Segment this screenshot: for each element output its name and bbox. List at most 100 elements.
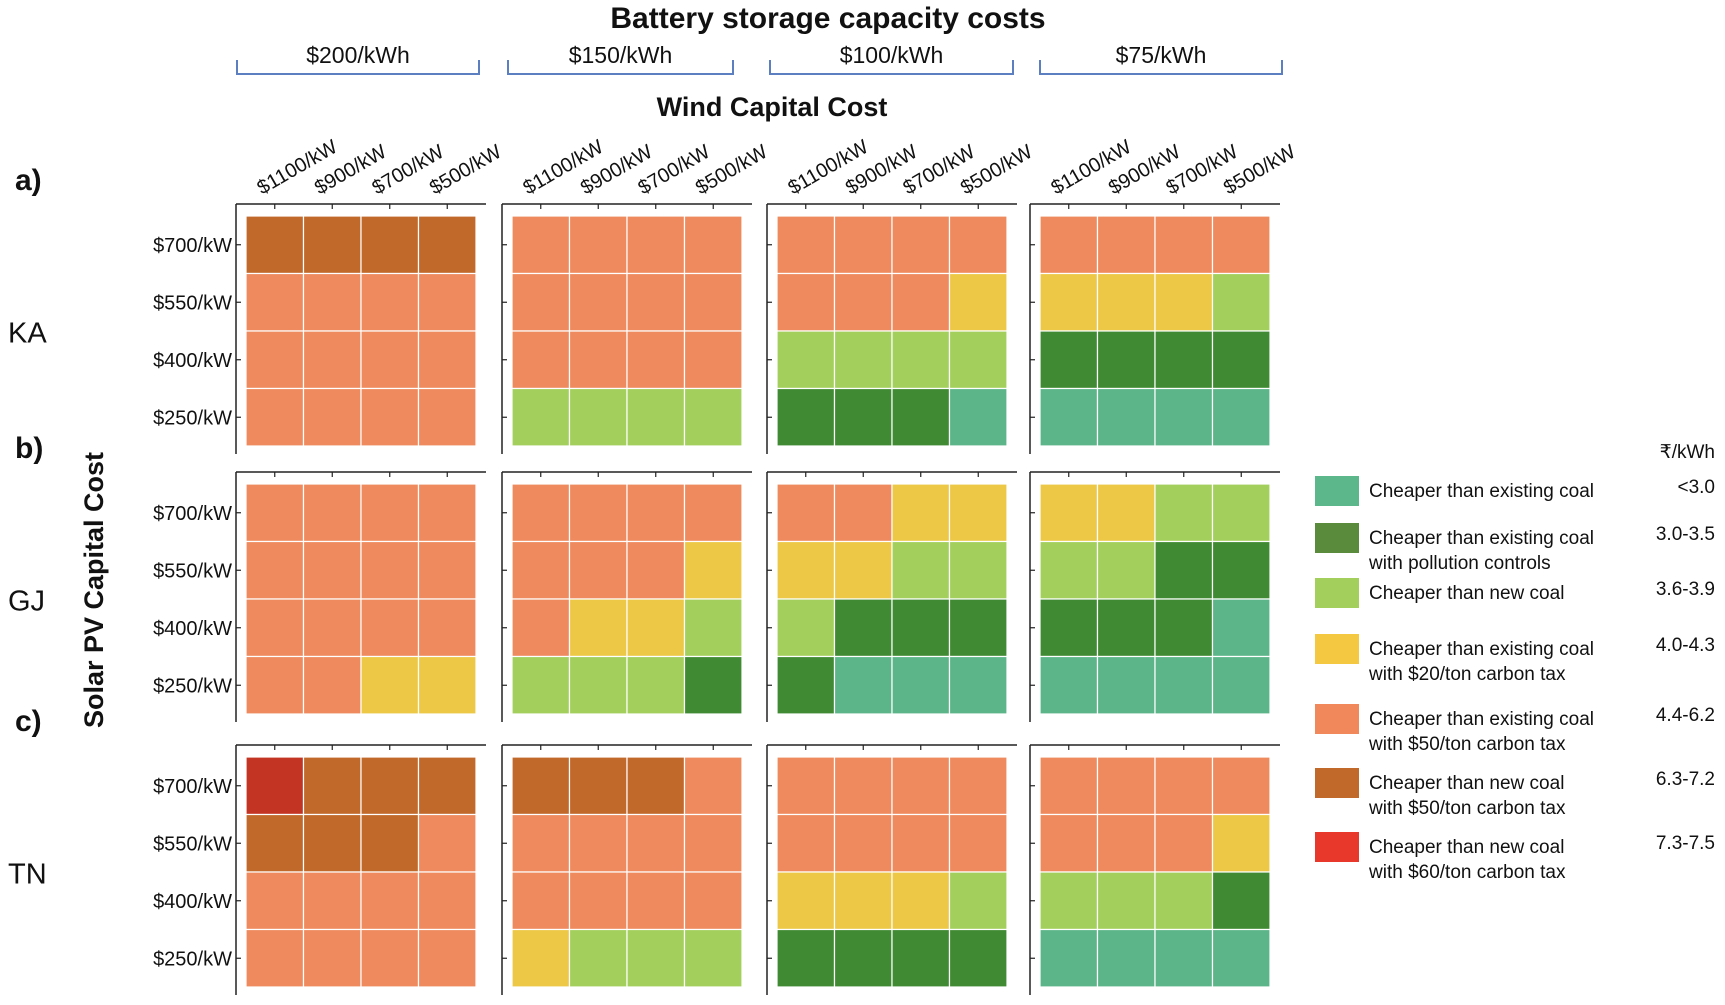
heatmap-cell [1039,387,1099,447]
legend-swatch [1315,768,1359,798]
heatmap-cell [417,813,477,873]
heatmap-cell [1096,756,1156,816]
heatmap-cell [1154,215,1214,275]
bracket-100-kwh [769,60,1014,75]
legend-label: Cheaper than new coal [1369,837,1564,858]
heatmap-cell [891,598,951,658]
panel-gj: b) GJ $700/kW $550/kW $400/kW $250/kW [8,432,1280,722]
legend-item-4-0-4-3: Cheaper than existing coal with $20/ton c… [1315,634,1715,685]
heatmap-cell [948,330,1008,390]
legend-label: with $50/ton carbon tax [1368,798,1566,819]
heatmap-cell [891,813,951,873]
heatmap-cell [245,387,305,447]
heatmap-cell [568,540,628,600]
heatmap-cell [511,598,571,658]
solar-cost-tick-label: $400/kW [153,891,232,913]
legend-item-3-6-3-9: Cheaper than new coal 3.6-3.9 [1315,578,1715,608]
heatmap-cell [948,598,1008,658]
heatmap-cell [245,655,305,715]
heatmap-cell [1096,215,1156,275]
heatmap-cell [948,756,1008,816]
heatmap-cell [417,272,477,332]
heatmap-cell [626,215,686,275]
heatmap-cell [833,756,893,816]
wind-cost-tick-labels: $1100/kW$900/kW$700/kW$500/kW $1100/kW$90… [254,136,1300,199]
heatmap-cell [511,387,571,447]
heatmap-cell [1039,330,1099,390]
heatmap-cell [776,756,836,816]
battery-cost-label: $75/kWh [1116,42,1207,68]
heatmap-block-200-kwh [235,744,486,995]
heatmap-cell [417,540,477,600]
heatmap-cell [683,756,743,816]
heatmap-cell [245,483,305,543]
legend-range: 3.6-3.9 [1656,579,1715,600]
heatmap-cell [245,813,305,873]
heatmap-cell [833,655,893,715]
heatmap-cell [776,387,836,447]
heatmap-cell [891,928,951,988]
heatmap-cell [1211,756,1271,816]
heatmap-cell [1211,215,1271,275]
heatmap-cell [417,871,477,931]
heatmap-cell [245,756,305,816]
heatmap-cell [417,330,477,390]
heatmap-cell [1211,871,1271,931]
heatmap-cell [568,272,628,332]
heatmap-block-100-kwh [766,203,1017,454]
heatmap-cell [511,655,571,715]
heatmap-block-75-kwh [1029,471,1280,722]
heatmap-cell [568,756,628,816]
heatmap-cell [833,483,893,543]
heatmap-cell [1096,655,1156,715]
heatmap-cell [626,540,686,600]
legend-range: 6.3-7.2 [1656,769,1715,790]
heatmap-cell [417,756,477,816]
heatmap-cell [417,655,477,715]
heatmap-cell [568,928,628,988]
heatmap-cell [245,215,305,275]
heatmap-cell [1211,330,1271,390]
heatmap-cell [891,483,951,543]
heatmap-cell [1039,540,1099,600]
legend-swatch [1315,578,1359,608]
heatmap-cell [511,540,571,600]
heatmap-cell [568,871,628,931]
legend-item-3-0: Cheaper than existing coal <3.0 [1315,476,1715,506]
legend-item-3-0-3-5: Cheaper than existing coal with pollution… [1315,523,1715,574]
heatmap-cell [1154,598,1214,658]
panel-letter: b) [15,432,43,465]
heatmap-cell [568,330,628,390]
heatmap-cell [568,387,628,447]
heatmap-cell [511,483,571,543]
heatmap-cell [776,871,836,931]
legend-label: Cheaper than existing coal [1369,639,1594,660]
heatmap-cell [683,655,743,715]
heatmap-cell [833,387,893,447]
legend-label: Cheaper than existing coal [1369,481,1594,502]
heatmap-cell [1039,655,1099,715]
heatmap-cell [891,756,951,816]
legend-range: 4.0-4.3 [1656,635,1715,656]
heatmap-cell [302,871,362,931]
region-label: KA [8,318,47,350]
heatmap-block-100-kwh [766,744,1017,995]
solar-cost-tick-label: $250/kW [153,948,232,970]
heatmap-cell [891,272,951,332]
heatmap-cell [1039,598,1099,658]
legend-label: with $60/ton carbon tax [1368,862,1566,883]
heatmap-cell [360,540,420,600]
heatmap-cell [245,871,305,931]
legend-item-6-3-7-2: Cheaper than new coal with $50/ton carbon… [1315,768,1715,819]
heatmap-cell [626,272,686,332]
heatmap-cell [302,215,362,275]
legend-range: 4.4-6.2 [1656,705,1715,726]
heatmap-block-200-kwh [235,203,486,454]
heatmap-cell [1211,272,1271,332]
heatmap-cell [245,330,305,390]
heatmap-cell [776,215,836,275]
legend-range: 3.0-3.5 [1656,524,1715,545]
legend-swatch [1315,523,1359,553]
